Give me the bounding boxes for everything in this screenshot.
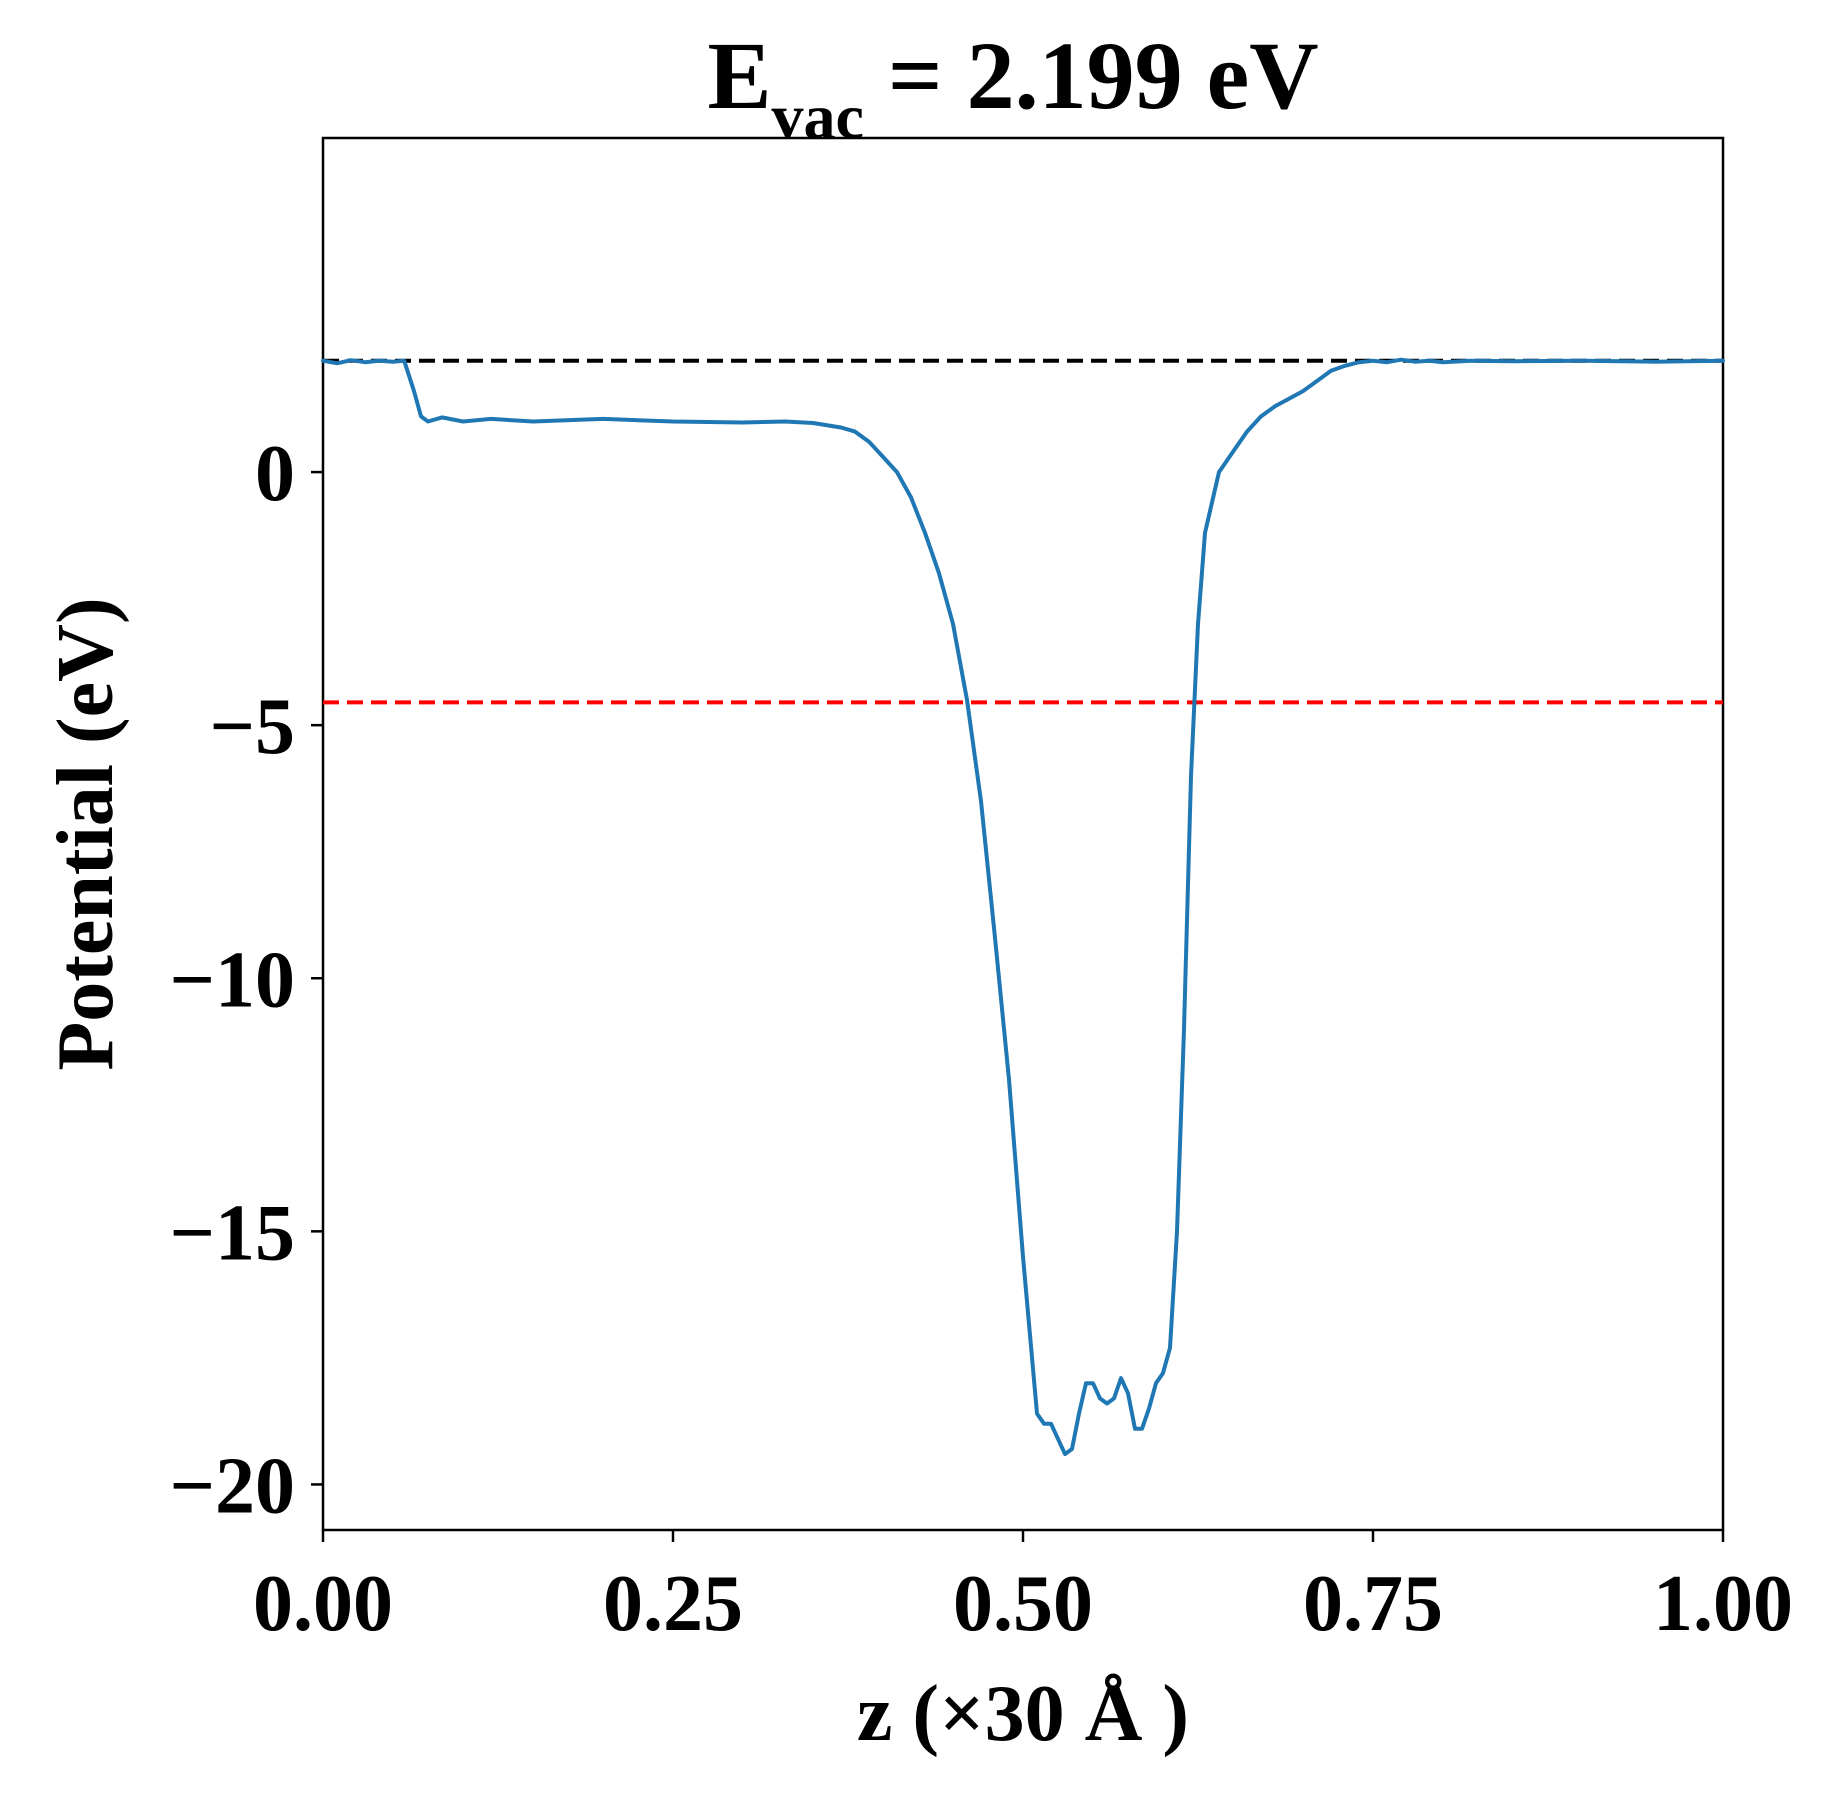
y-axis-label: Potential (eV): [42, 597, 130, 1070]
x-tick-label: 0.25: [603, 1560, 743, 1648]
series-line-1: [321, 357, 1725, 1457]
plot-frame: [321, 136, 1725, 1532]
y-tick-label: 0: [255, 430, 295, 518]
y-tick-label: −10: [169, 936, 295, 1024]
y-tick-label: −15: [169, 1189, 295, 1277]
title-rest: = 2.199 eV: [864, 22, 1319, 129]
title-main: E: [707, 22, 771, 129]
plot-area: [321, 136, 1725, 1532]
x-tick-label: 0.00: [253, 1560, 393, 1648]
series-layer: [321, 357, 1725, 1457]
x-axis-label: z (×30 Å ): [857, 1670, 1189, 1758]
x-tick-label: 1.00: [1653, 1560, 1793, 1648]
x-tick-label: 0.75: [1303, 1560, 1443, 1648]
x-tick-label: 0.50: [953, 1560, 1093, 1648]
x-axis: 0.00 0.25 0.50 0.75 1.00: [253, 1530, 1793, 1648]
y-tick-label: −20: [169, 1442, 295, 1530]
y-tick-label: −5: [209, 683, 295, 771]
chart-title: Evac = 2.199 eV: [707, 22, 1318, 152]
y-axis: 0 −5 −10 −15 −20: [169, 430, 323, 1530]
